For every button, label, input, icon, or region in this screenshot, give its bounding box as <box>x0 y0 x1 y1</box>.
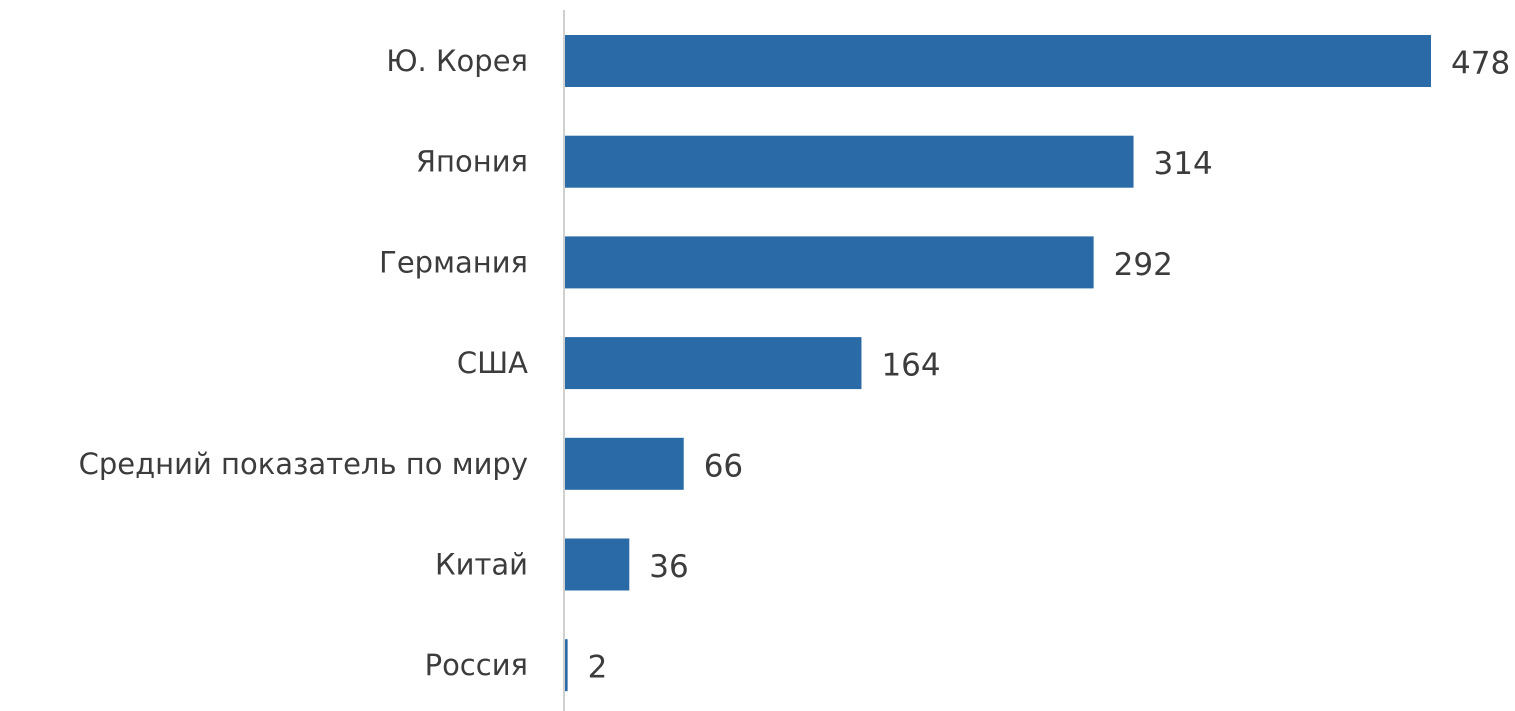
bar <box>565 135 1134 188</box>
bar <box>565 337 862 390</box>
bar <box>565 639 568 692</box>
value-label: 314 <box>1154 146 1213 182</box>
category-label: США <box>457 346 528 380</box>
bar <box>565 538 630 591</box>
bar <box>565 35 1431 87</box>
value-label: 66 <box>704 448 743 484</box>
value-label: 478 <box>1451 46 1510 82</box>
category-label: Ю. Корея <box>386 44 528 78</box>
value-label: 2 <box>588 650 608 686</box>
category-label: Китай <box>435 548 528 582</box>
category-label: Россия <box>425 648 528 682</box>
category-label: Япония <box>416 145 528 179</box>
value-label: 292 <box>1114 247 1173 283</box>
bar <box>565 437 684 490</box>
value-label: 164 <box>881 348 940 384</box>
category-label: Средний показатель по миру <box>79 447 528 481</box>
bar <box>565 236 1094 289</box>
category-label: Германия <box>379 245 528 279</box>
value-label: 36 <box>649 549 688 585</box>
